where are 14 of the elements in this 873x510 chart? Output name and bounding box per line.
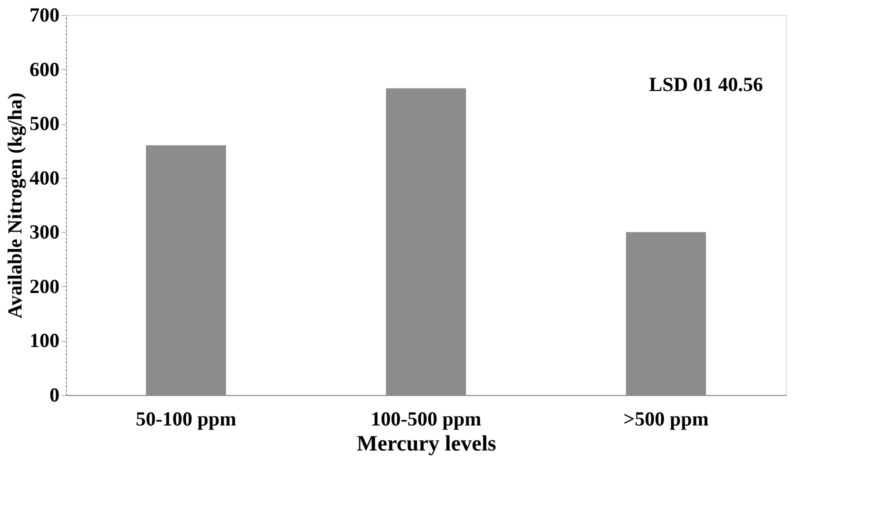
x-tick-label: 100-500 ppm <box>370 408 482 430</box>
y-tick-label: 400 <box>30 167 60 190</box>
y-tick-label: 0 <box>50 384 60 406</box>
y-tick-label: 200 <box>30 276 60 298</box>
x-tick-label: >500 ppm <box>623 408 709 430</box>
y-tick-label: 500 <box>30 113 60 136</box>
y-tick-label: 700 <box>30 4 60 26</box>
y-axis-title: Available Nitrogen (kg/ha) <box>4 92 26 318</box>
x-tick-label: 50-100 ppm <box>136 408 237 430</box>
y-tick-label: 600 <box>30 58 60 81</box>
y-tick-label: 300 <box>30 222 60 244</box>
annotation: LSD 01 40.56 <box>649 74 763 96</box>
y-tick-label: 100 <box>30 330 60 352</box>
x-axis-title: Mercury levels <box>356 430 497 456</box>
